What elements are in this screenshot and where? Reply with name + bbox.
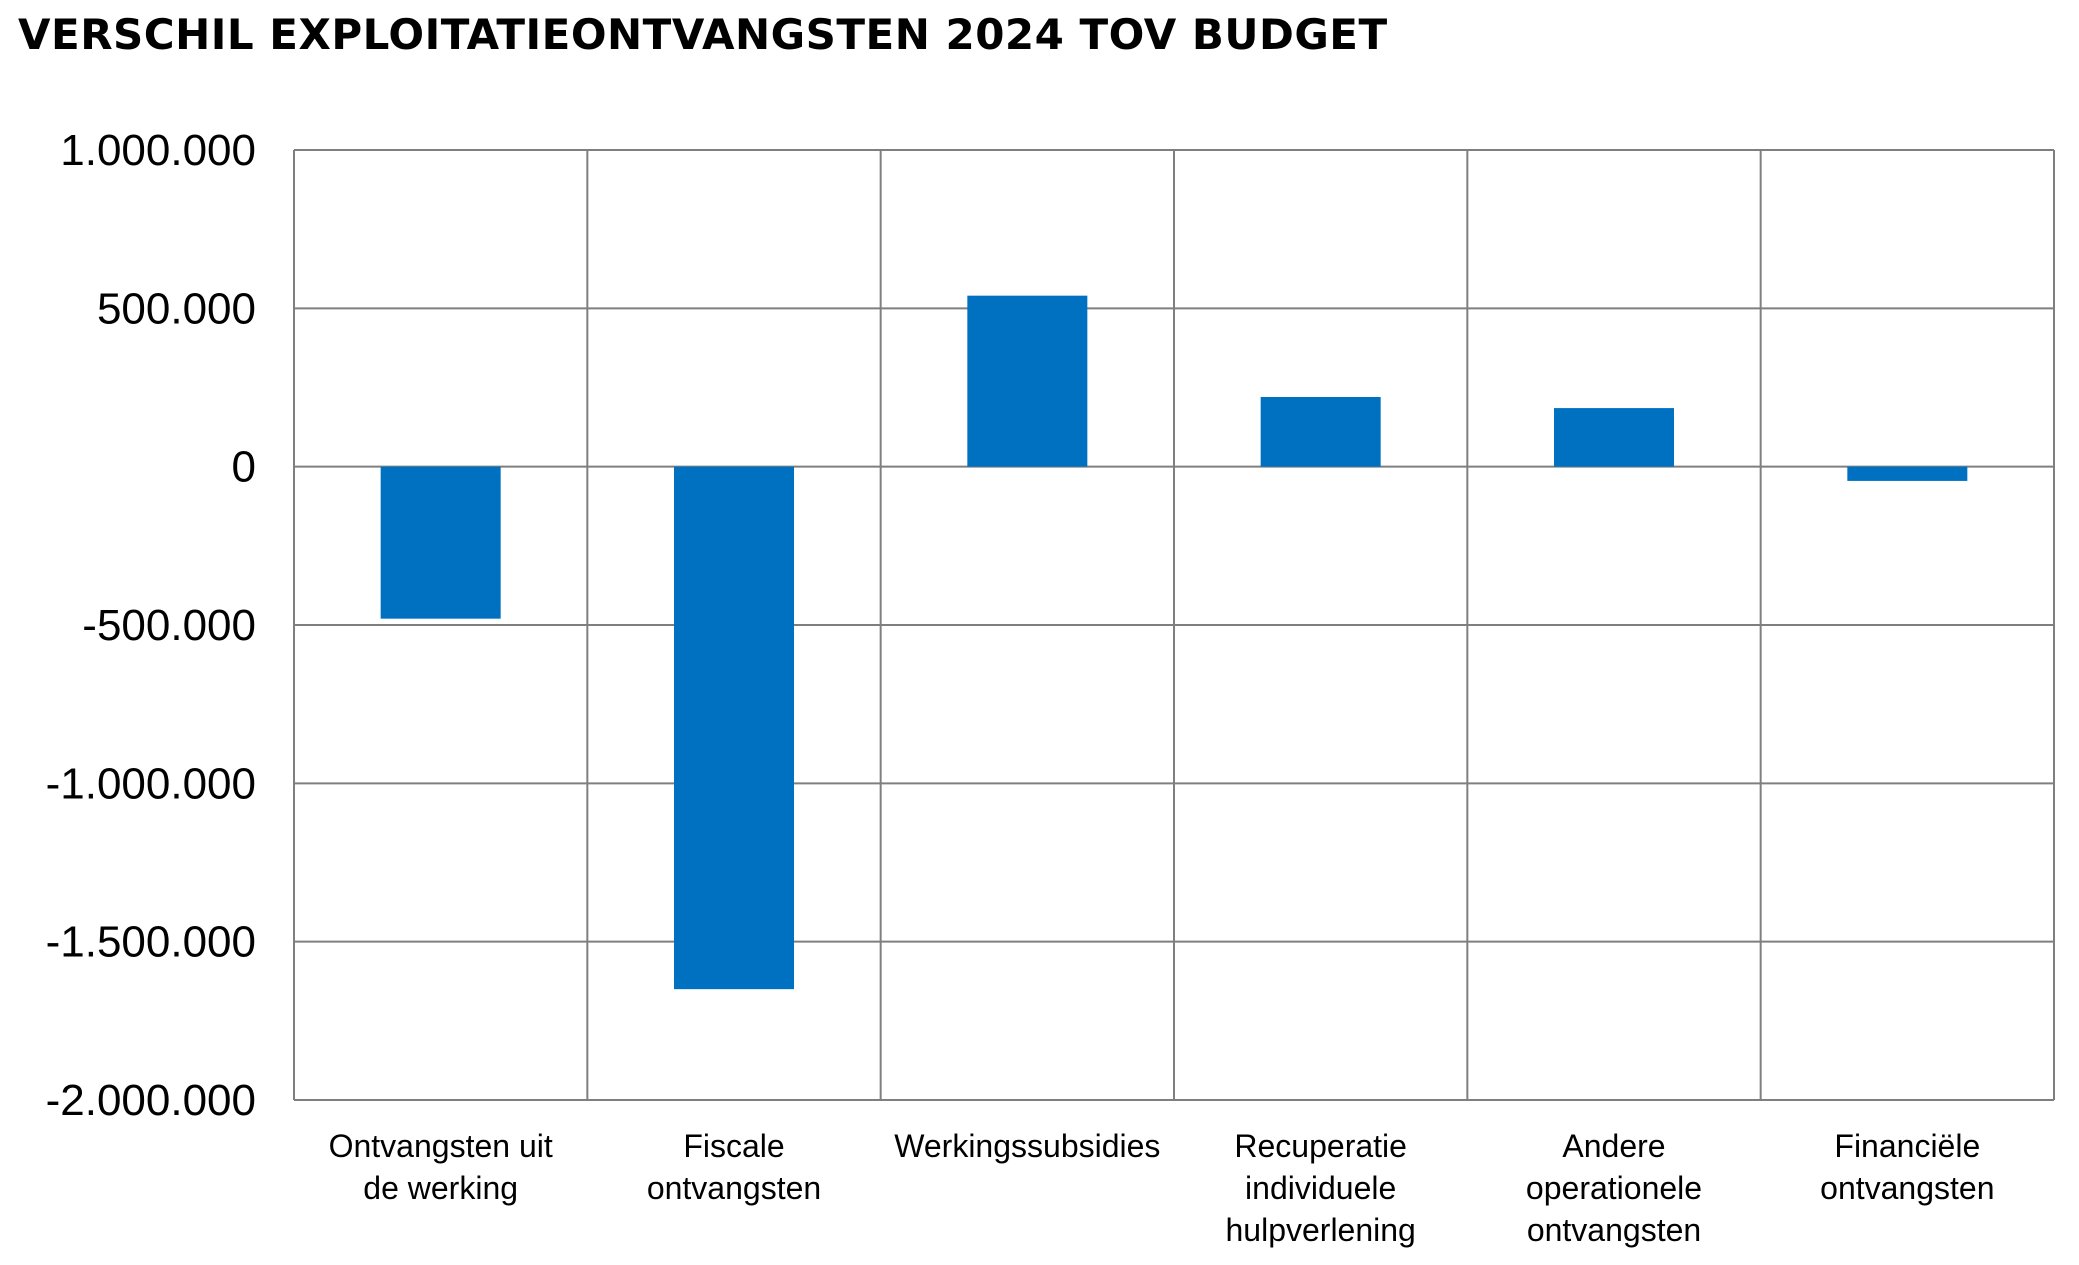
chart-title: VERSCHIL EXPLOITATIEONTVANGSTEN 2024 TOV…: [18, 10, 1388, 59]
x-category-label: Ontvangsten uit de werking: [329, 1128, 553, 1206]
bar: [1554, 408, 1674, 467]
grid-layer: [293, 149, 2055, 1101]
x-category-label-line: ontvangsten: [1527, 1212, 1701, 1248]
y-tick-label: -1.500.000: [46, 918, 256, 967]
bar: [1260, 397, 1381, 467]
x-category-label-line: Financiële: [1834, 1128, 1980, 1164]
x-axis-category-labels: Ontvangsten uit de werking Fiscale ontvangs…: [329, 1128, 1995, 1248]
bar: [967, 295, 1088, 467]
x-category-label: Fiscale ontvangsten: [647, 1128, 821, 1206]
y-tick-label: -2.000.000: [46, 1076, 256, 1125]
x-category-label: Financiële ontvangsten: [1820, 1128, 1994, 1206]
x-category-label-line: Recuperatie: [1234, 1128, 1407, 1164]
x-category-label-line: Andere: [1562, 1128, 1665, 1164]
y-tick-label: -500.000: [82, 601, 256, 650]
x-category-label-line: Fiscale: [683, 1128, 784, 1164]
x-category-label-line: ontvangsten: [1820, 1170, 1994, 1206]
y-axis-tick-labels: 1.000.000 500.000 0 -500.000 -1.000.000 -1.50…: [46, 126, 256, 1125]
bar: [1847, 466, 1968, 481]
bar-layer: [380, 295, 1968, 990]
bar: [674, 466, 794, 990]
y-tick-label: 1.000.000: [60, 126, 256, 175]
x-category-label-line: Ontvangsten uit: [329, 1128, 553, 1164]
x-category-label-line: ontvangsten: [647, 1170, 821, 1206]
x-category-label: Andere operationele ontvangsten: [1526, 1128, 1702, 1248]
bar: [380, 466, 501, 619]
x-category-label: Recuperatie individuele hulpverlening: [1225, 1128, 1415, 1248]
y-tick-label: 0: [232, 443, 256, 492]
x-category-label-line: Werkingssubsidies: [894, 1128, 1160, 1164]
x-category-label-line: operationele: [1526, 1170, 1702, 1206]
x-category-label-line: individuele: [1245, 1170, 1396, 1206]
x-category-label-line: de werking: [363, 1170, 518, 1206]
y-tick-label: -1.000.000: [46, 759, 256, 808]
x-category-label-line: hulpverlening: [1225, 1212, 1415, 1248]
x-category-label: Werkingssubsidies: [894, 1128, 1160, 1164]
y-tick-label: 500.000: [97, 284, 256, 333]
